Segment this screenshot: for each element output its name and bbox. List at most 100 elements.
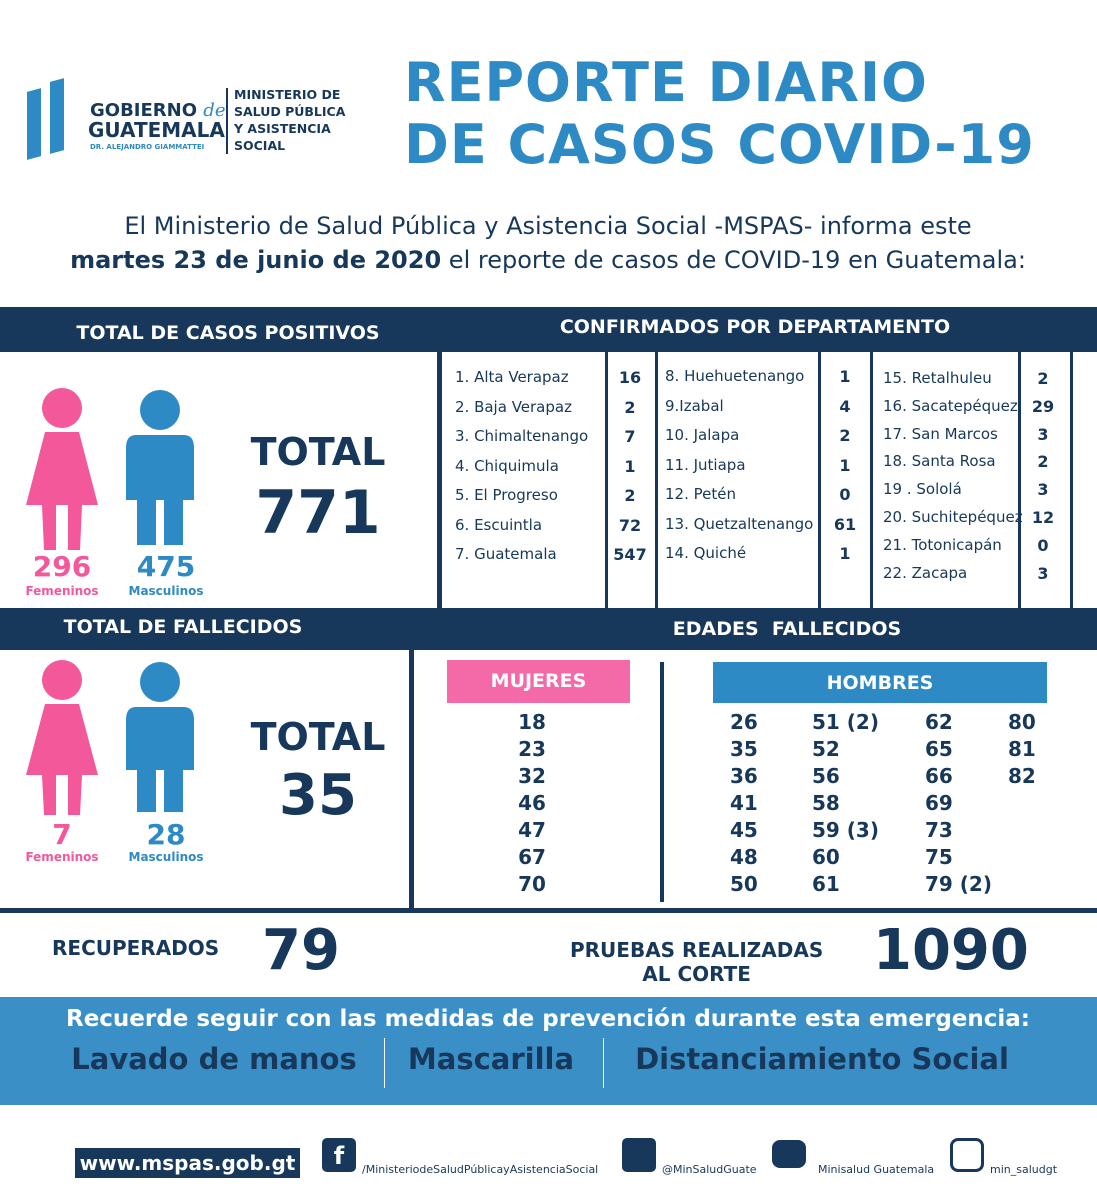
prevention-item: Distanciamiento Social: [635, 1042, 1009, 1076]
department-count: 547: [613, 545, 647, 564]
age: 67: [518, 845, 546, 869]
divider: [0, 908, 1097, 913]
title: REPORTE DIARIO DE CASOS COVID-19: [404, 52, 1035, 176]
age: 69: [925, 791, 953, 815]
department-count: 1: [839, 367, 851, 386]
ministry-line: SOCIAL: [234, 138, 286, 153]
female-label: Femeninos: [25, 584, 99, 598]
department-name: 3. Chimaltenango: [455, 427, 589, 445]
tests-label-line: PRUEBAS REALIZADAS: [570, 938, 824, 962]
section-heading: CONFIRMADOS POR DEPARTAMENTO: [559, 316, 951, 338]
age: 60: [812, 845, 840, 869]
department-count: 3: [1037, 424, 1049, 444]
table-line: [1070, 352, 1073, 608]
title-line: DE CASOS COVID-19: [404, 113, 1035, 176]
department-name: 12. Petén: [665, 485, 736, 503]
tests-label: PRUEBAS REALIZADAS AL CORTE: [570, 938, 823, 986]
male-label: Masculinos: [128, 850, 204, 864]
section-heading: TOTAL DE CASOS POSITIVOS: [76, 322, 380, 344]
age: 66: [925, 764, 953, 788]
prevention-text: Recuerde seguir con las medidas de preve…: [65, 1006, 1031, 1032]
age: 79 (2): [925, 872, 992, 896]
age: 45: [730, 818, 758, 842]
department-count: 1: [839, 544, 851, 563]
ministry-line: SALUD PÚBLICA: [234, 104, 346, 119]
male-label: Masculinos: [128, 584, 204, 598]
female-icon: [26, 388, 98, 550]
age: 26: [730, 710, 758, 734]
twitter-icon: [622, 1138, 656, 1172]
department-count: 3: [1037, 563, 1049, 583]
department-name: 5. El Progreso: [455, 486, 558, 504]
department-name: 11. Jutiapa: [665, 455, 746, 474]
divider: [437, 350, 442, 612]
department-name: 21. Totonicapán: [883, 535, 1002, 554]
intro-date: martes 23 de junio de 2020: [70, 246, 442, 274]
department-name: 1. Alta Verapaz: [455, 368, 569, 386]
age: 58: [812, 791, 840, 815]
female-count: 7: [52, 818, 72, 851]
department-name: 10. Jalapa: [665, 426, 740, 444]
table-line: [818, 352, 821, 608]
age: 80: [1008, 710, 1036, 734]
tests-label-line: AL CORTE: [642, 962, 751, 986]
department-count: 29: [1031, 396, 1055, 416]
age: 46: [518, 791, 546, 815]
table-line: [1018, 352, 1021, 608]
department-name: 22. Zacapa: [883, 563, 968, 582]
footer-url: www.mspas.gob.gt: [75, 1148, 300, 1178]
age: 48: [730, 845, 758, 869]
total-value: 35: [279, 763, 357, 828]
department-count: 3: [1037, 480, 1049, 500]
logo-bar: [50, 78, 64, 154]
recovered-label: RECUPERADOS: [52, 936, 220, 960]
department-count: 2: [624, 397, 636, 417]
title-line: REPORTE DIARIO: [404, 51, 928, 114]
department-name: 18. Santa Rosa: [883, 452, 996, 471]
divider: [660, 662, 664, 902]
age: 82: [1008, 764, 1036, 788]
age: 32: [518, 764, 546, 788]
age: 51 (2): [812, 710, 879, 734]
logo-divider: [226, 88, 228, 154]
intro-text: el reporte de casos de COVID-19 en Guate…: [448, 246, 1026, 274]
logo-bar: [27, 88, 41, 160]
twitter-handle: @MinSaludGuate: [662, 1163, 757, 1176]
figures: [26, 660, 194, 815]
intro-line: El Ministerio de Salud Pública y Asisten…: [124, 212, 972, 240]
prevention-item: Mascarilla: [407, 1042, 575, 1076]
department-name: 19 . Sololá: [883, 480, 962, 499]
logo-gobierno: GOBIERNO: [90, 100, 198, 121]
male-icon: [126, 390, 194, 545]
men-label: HOMBRES: [713, 662, 1047, 703]
ministry-line: Y ASISTENCIA: [234, 121, 331, 136]
table-line: [870, 352, 873, 608]
age: 62: [925, 710, 953, 734]
instagram-icon: [950, 1138, 984, 1172]
age: 73: [925, 818, 953, 842]
male-icon: [126, 662, 194, 812]
department-count: 2: [1037, 369, 1049, 388]
department-name: 8. Huehuetenango: [665, 367, 805, 385]
divider: [409, 648, 414, 912]
youtube-icon: [772, 1140, 806, 1168]
age: 52: [812, 737, 840, 761]
age: 75: [925, 845, 953, 869]
department-count: 1: [839, 455, 851, 475]
table-line: [655, 352, 658, 608]
department-count: 2: [1037, 452, 1049, 472]
age: 36: [730, 764, 758, 788]
age: 81: [1008, 737, 1036, 761]
department-count: 61: [833, 514, 857, 534]
department-count: 1: [624, 456, 636, 476]
total-value: 771: [255, 478, 381, 548]
tests-value: 1090: [873, 918, 1029, 983]
logo-president: DR. ALEJANDRO GIAMMATTEI: [90, 143, 205, 151]
prevention-item: Lavado de manos: [71, 1042, 357, 1076]
figures: [26, 388, 194, 550]
department-name: 2. Baja Verapaz: [455, 397, 572, 416]
department-name: 16. Sacatepéquez: [883, 396, 1018, 415]
age: 35: [730, 737, 758, 761]
department-name: 15. Retalhuleu: [883, 369, 992, 387]
